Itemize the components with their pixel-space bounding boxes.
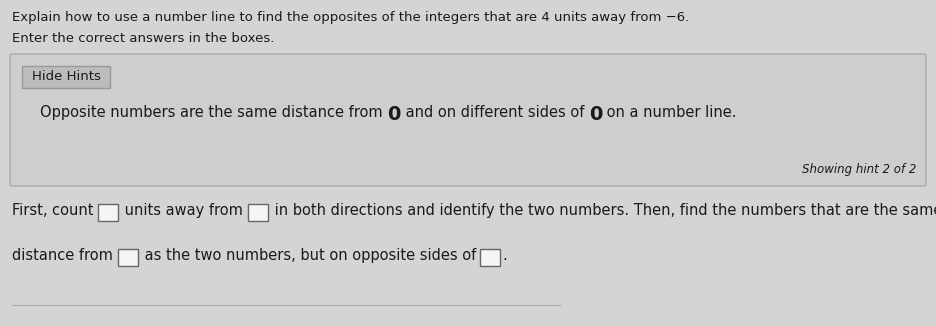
Text: Explain how to use a number line to find the opposites of the integers that are : Explain how to use a number line to find… — [12, 11, 689, 24]
Text: as the two numbers, but on opposite sides of: as the two numbers, but on opposite side… — [139, 248, 480, 263]
Text: in both directions and identify the two numbers. Then, find the numbers that are: in both directions and identify the two … — [270, 203, 936, 218]
Text: 0: 0 — [589, 105, 602, 124]
FancyBboxPatch shape — [22, 66, 110, 88]
Text: Enter the correct answers in the boxes.: Enter the correct answers in the boxes. — [12, 32, 274, 45]
Text: distance from: distance from — [12, 248, 118, 263]
Text: .: . — [503, 248, 507, 263]
FancyBboxPatch shape — [10, 54, 926, 186]
Text: 0: 0 — [388, 105, 401, 124]
FancyBboxPatch shape — [480, 249, 501, 266]
Text: units away from: units away from — [120, 203, 248, 218]
Text: Opposite numbers are the same distance from: Opposite numbers are the same distance f… — [40, 105, 388, 120]
Text: and on different sides of: and on different sides of — [401, 105, 589, 120]
Text: Hide Hints: Hide Hints — [32, 70, 100, 83]
FancyBboxPatch shape — [248, 204, 268, 221]
FancyBboxPatch shape — [98, 204, 118, 221]
Text: First, count: First, count — [12, 203, 98, 218]
Text: Showing hint 2 of 2: Showing hint 2 of 2 — [801, 163, 916, 176]
FancyBboxPatch shape — [118, 249, 138, 266]
Text: on a number line.: on a number line. — [602, 105, 737, 120]
